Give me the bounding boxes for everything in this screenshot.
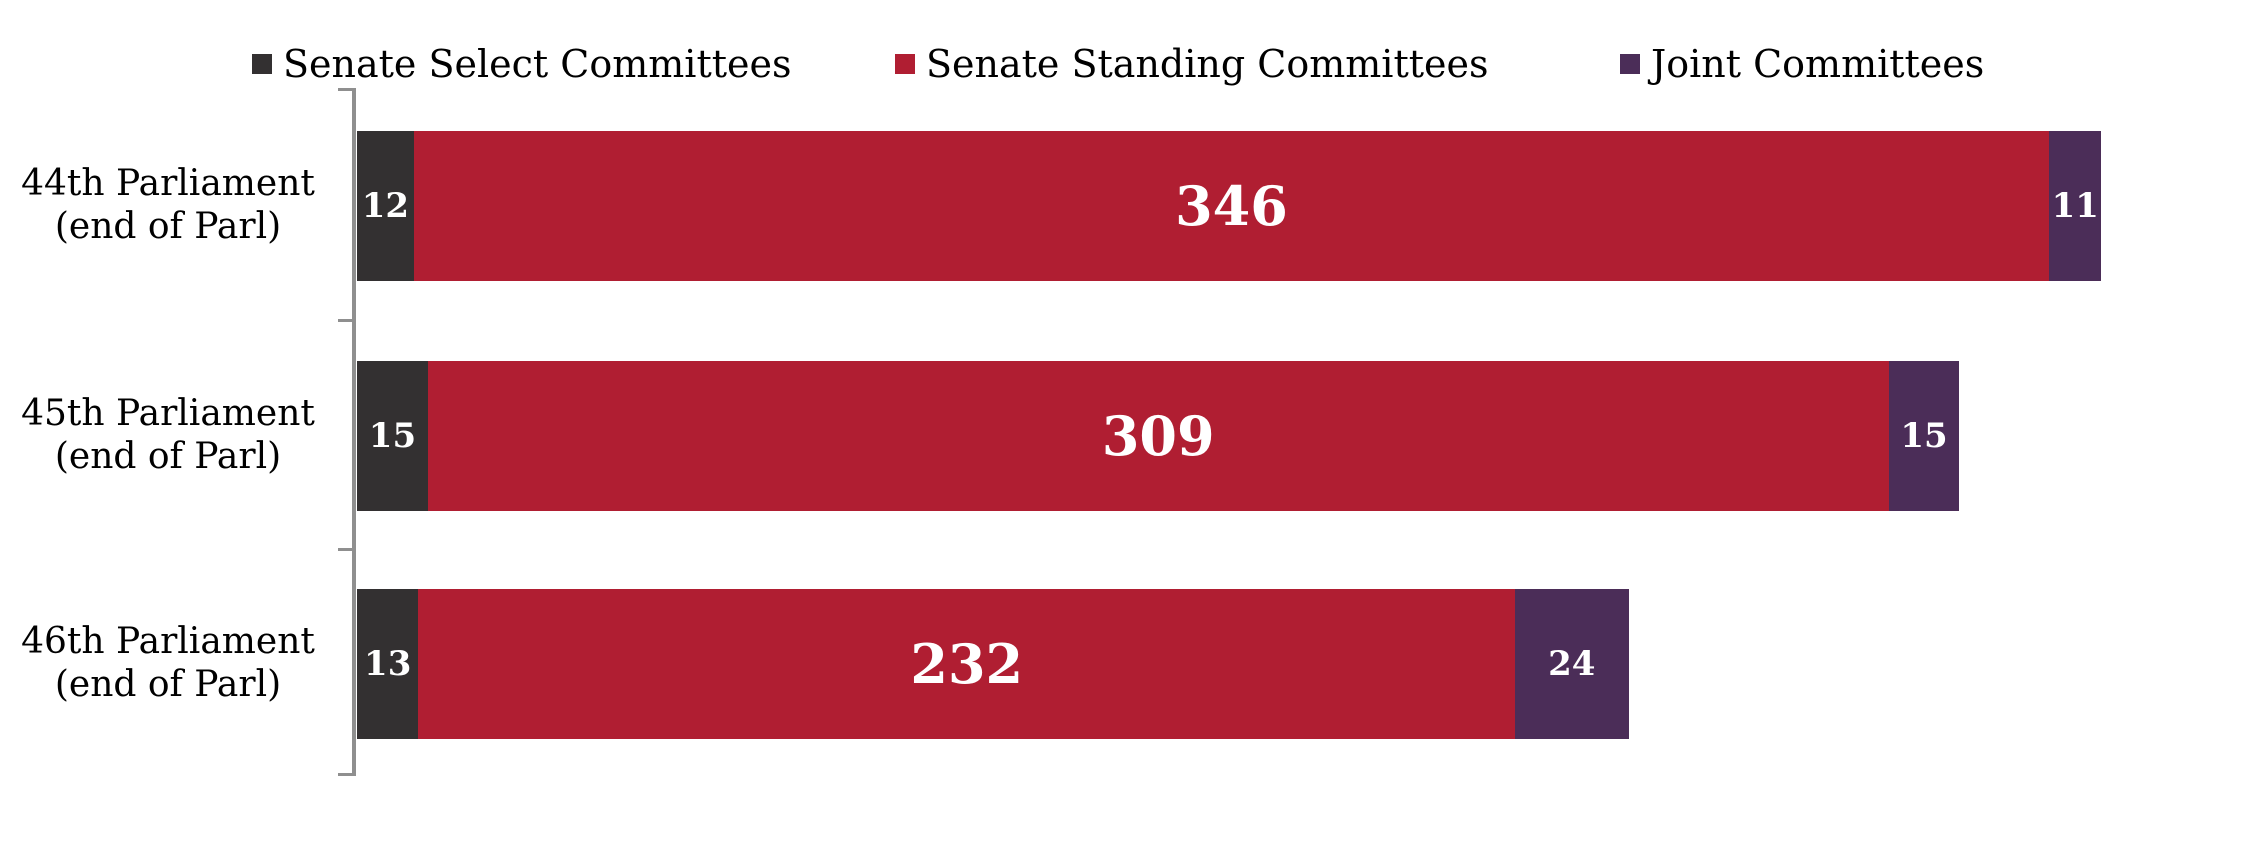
legend-label: Joint Committees xyxy=(1651,42,1985,86)
segment-value-label: 15 xyxy=(368,416,417,456)
segment-value-label: 309 xyxy=(1101,404,1215,468)
legend-item-2: Senate Standing Committees xyxy=(895,44,1488,84)
bar-segment-joint-committees: 15 xyxy=(1888,361,1960,511)
category-label-line1: 44th Parliament xyxy=(21,163,315,204)
segment-value-label: 24 xyxy=(1548,644,1596,684)
bar-segment-joint-committees: 11 xyxy=(2049,131,2102,281)
segment-value-label: 15 xyxy=(1900,416,1948,456)
segment-value-label: 11 xyxy=(2051,186,2099,226)
category-label: 45th Parliament (end of Parl) xyxy=(0,392,336,478)
bar-row: 15 309 15 xyxy=(357,361,1960,511)
segment-value-label: 12 xyxy=(361,186,410,226)
axis-tick xyxy=(338,548,353,551)
legend-swatch-icon xyxy=(252,54,272,74)
legend-item-1: Senate Select Committees xyxy=(252,44,791,84)
legend-label: Senate Select Committees xyxy=(283,42,792,86)
legend-swatch-icon xyxy=(1620,54,1640,74)
segment-value-label: 232 xyxy=(910,632,1024,696)
legend-swatch-icon xyxy=(895,54,915,74)
bar-segment-senate-standing-committees: 309 xyxy=(427,361,1889,511)
legend-item-3: Joint Committees xyxy=(1620,44,1984,84)
bar-segment-senate-standing-committees: 346 xyxy=(413,131,2050,281)
category-label-line1: 45th Parliament xyxy=(21,393,315,434)
segment-value-label: 13 xyxy=(364,644,412,684)
bar-segment-joint-committees: 24 xyxy=(1515,589,1629,739)
bar-row: 12 346 11 xyxy=(357,131,2102,281)
category-label-line2: (end of Parl) xyxy=(54,436,282,477)
bar-segment-senate-select-committees: 13 xyxy=(357,589,419,739)
bar-segment-senate-select-committees: 12 xyxy=(357,131,414,281)
segment-value-label: 346 xyxy=(1175,174,1288,238)
axis-tick xyxy=(338,773,353,776)
category-label-line2: (end of Parl) xyxy=(54,664,282,705)
category-label-line1: 46th Parliament xyxy=(21,621,315,662)
bar-segment-senate-standing-committees: 232 xyxy=(418,589,1516,739)
y-axis-line xyxy=(352,88,356,776)
category-label: 44th Parliament (end of Parl) xyxy=(0,162,336,248)
axis-tick xyxy=(338,319,353,322)
bar-segment-senate-select-committees: 15 xyxy=(357,361,428,511)
legend-label: Senate Standing Committees xyxy=(926,42,1489,86)
category-label-line2: (end of Parl) xyxy=(54,206,282,247)
category-label: 46th Parliament (end of Parl) xyxy=(0,620,336,706)
axis-tick xyxy=(338,88,353,91)
bar-row: 13 232 24 xyxy=(357,589,1629,739)
